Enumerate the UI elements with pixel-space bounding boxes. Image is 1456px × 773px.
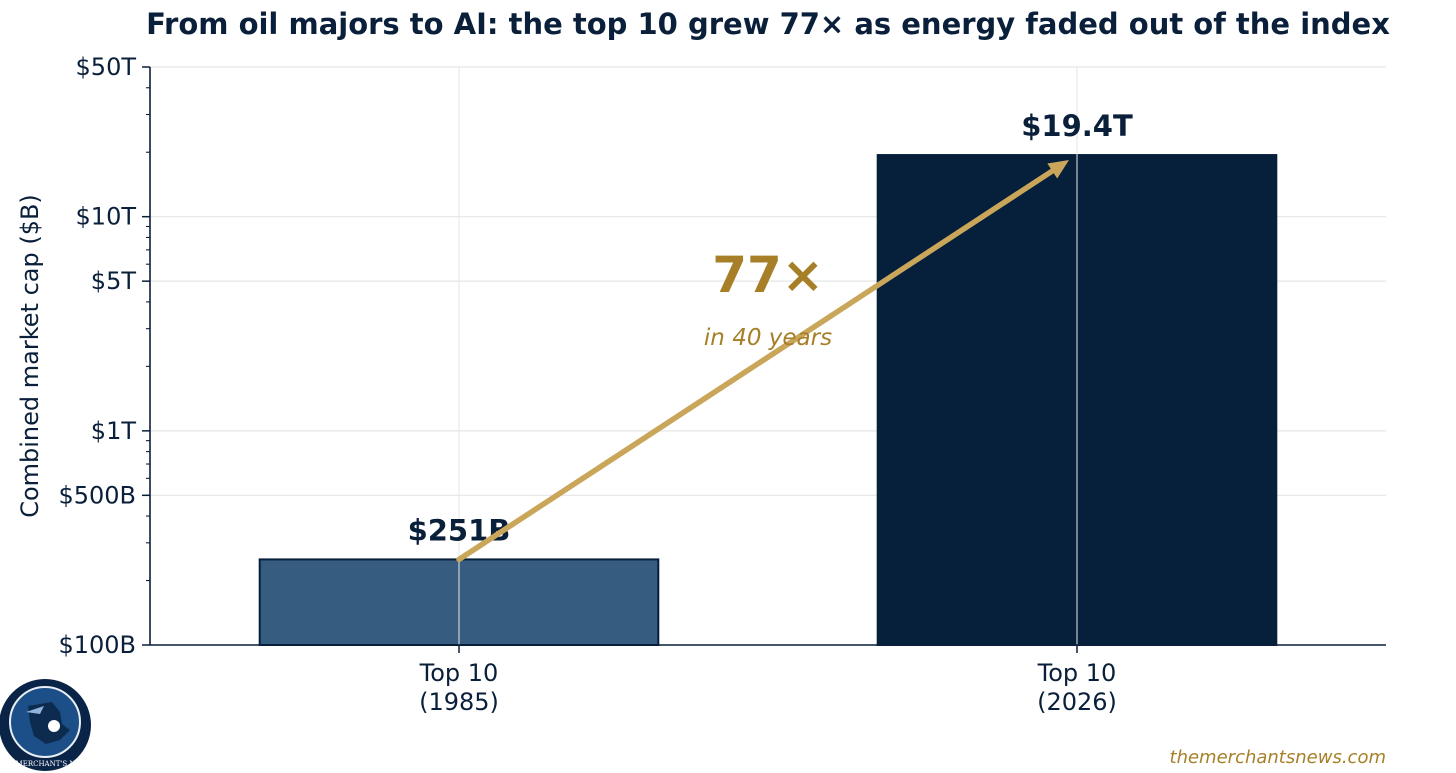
chart-title: From oil majors to AI: the top 10 grew 7… — [146, 7, 1390, 41]
growth-arrow — [456, 168, 1056, 563]
x-tick-label-line2: (2026) — [1037, 688, 1117, 716]
source-credit: themerchantsnews.com — [1170, 747, 1386, 768]
y-tick-label: $5T — [91, 267, 137, 295]
multiplier-subtitle: in 40 years — [704, 325, 832, 351]
bars — [258, 154, 1278, 647]
logo-face-icon — [48, 720, 60, 732]
logo-feather-icon — [26, 706, 44, 714]
y-tick-label: $50T — [76, 53, 137, 81]
x-tick-label-line1: Top 10 — [1037, 659, 1117, 687]
multiplier-label: 77× — [712, 246, 823, 304]
y-ticks: $100B $500B $1T $5T $10T $50T — [58, 53, 150, 659]
x-ticks: Top 10(1985)Top 10(2026) — [419, 645, 1117, 716]
y-tick-label: $1T — [91, 417, 137, 445]
growth-annotation: 77× in 40 years — [456, 160, 1069, 563]
x-tick-label-line1: Top 10 — [419, 659, 499, 687]
data-labels: $251B $19.4T — [408, 109, 1133, 547]
y-tick-label: $100B — [58, 631, 136, 659]
y-tick-label: $500B — [58, 481, 136, 509]
bar-value-label: $251B — [408, 513, 511, 547]
x-tick-label-line2: (1985) — [419, 688, 499, 716]
y-tick-label: $10T — [76, 203, 137, 231]
growth-arrow-head — [1047, 160, 1069, 179]
bar-value-label: $19.4T — [1021, 109, 1133, 143]
publisher-logo: THE MERCHANT'S NEWS — [0, 679, 93, 771]
logo-text: THE MERCHANT'S NEWS — [0, 760, 93, 768]
vertical-grid — [458, 67, 1078, 645]
y-axis-label: Combined market cap ($B) — [16, 194, 44, 518]
